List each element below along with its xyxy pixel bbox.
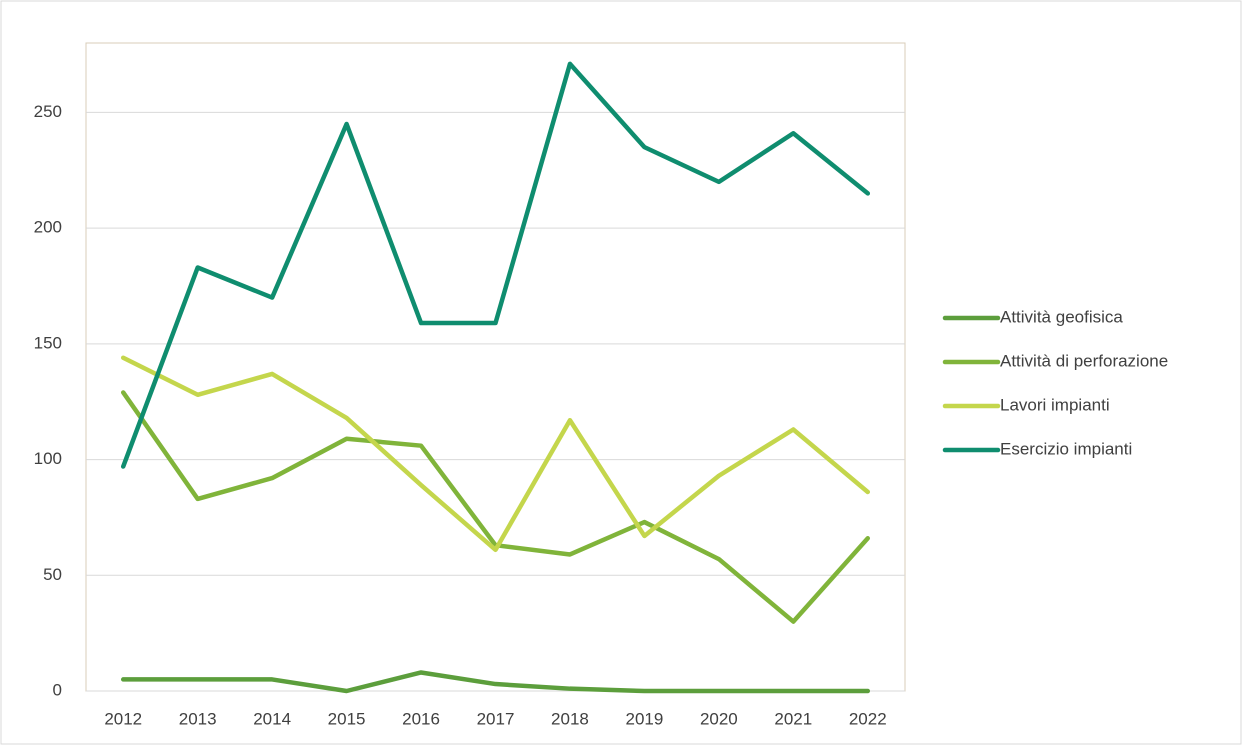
- y-tick-label: 150: [34, 333, 62, 352]
- x-tick-label: 2017: [477, 709, 515, 728]
- legend-label: Lavori impianti: [1000, 395, 1110, 414]
- x-tick-label: 2014: [253, 709, 291, 728]
- y-tick-label: 200: [34, 218, 62, 237]
- series-line: [120, 61, 871, 469]
- x-tick-label: 2020: [700, 709, 738, 728]
- x-tick-label: 2012: [104, 709, 142, 728]
- x-tick-label: 2015: [328, 709, 366, 728]
- y-tick-label: 100: [34, 449, 62, 468]
- series-line: [120, 355, 871, 553]
- x-tick-label: 2022: [849, 709, 887, 728]
- x-tick-label: 2016: [402, 709, 440, 728]
- y-tick-label: 0: [53, 680, 62, 699]
- legend-label: Esercizio impianti: [1000, 439, 1132, 458]
- legend-label: Attività di perforazione: [1000, 351, 1168, 370]
- legend-label: Attività geofisica: [1000, 307, 1123, 326]
- y-tick-label: 250: [34, 102, 62, 121]
- x-tick-label: 2018: [551, 709, 589, 728]
- x-tick-label: 2021: [774, 709, 812, 728]
- series-line: [120, 670, 871, 694]
- x-tick-label: 2013: [179, 709, 217, 728]
- series-line: [120, 390, 871, 624]
- x-tick-label: 2019: [625, 709, 663, 728]
- y-tick-label: 50: [43, 565, 62, 584]
